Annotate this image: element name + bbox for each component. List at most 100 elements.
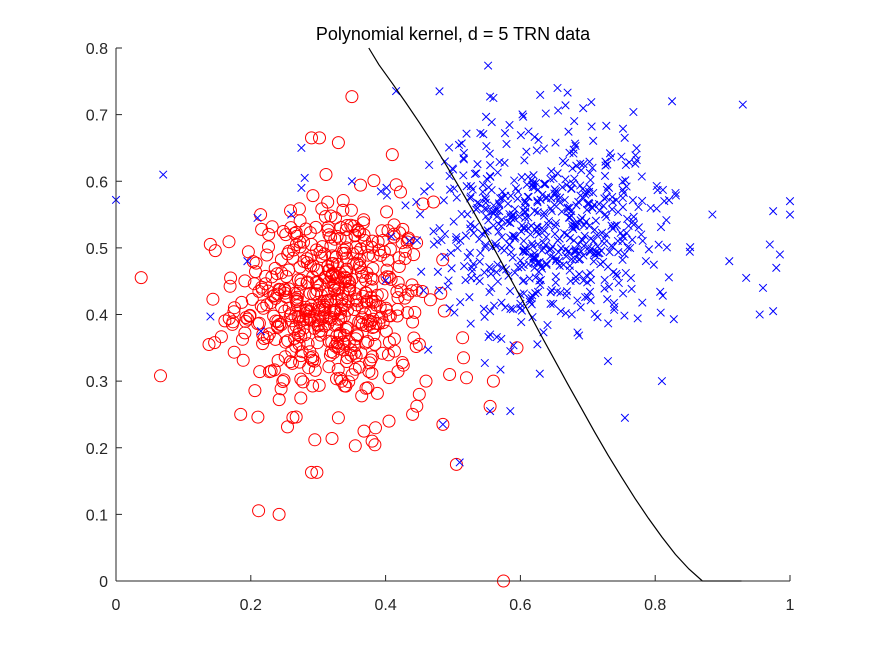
data-point-circle <box>276 225 290 238</box>
data-point-x <box>592 231 602 240</box>
data-point-x <box>459 155 469 164</box>
data-point-x <box>633 314 642 323</box>
data-point-x <box>498 187 507 196</box>
data-point-x <box>556 307 565 316</box>
data-point-x <box>484 216 493 225</box>
data-point-circle <box>315 240 329 254</box>
data-point-circle <box>340 219 354 232</box>
data-point-circle <box>275 300 288 314</box>
data-point-x <box>466 273 476 283</box>
data-point-circle <box>351 329 365 343</box>
data-point-x <box>424 345 433 354</box>
data-point-circle <box>330 372 343 386</box>
data-point-x <box>686 243 695 252</box>
data-point-circle <box>304 237 318 251</box>
data-point-x <box>585 168 594 178</box>
data-point-circle <box>457 351 470 365</box>
data-point-circle <box>253 365 267 379</box>
data-point-x <box>243 257 252 266</box>
data-point-circle <box>336 286 350 300</box>
data-point-circle <box>348 346 362 360</box>
data-point-x <box>159 170 168 179</box>
data-point-x <box>297 143 306 153</box>
data-point-x <box>568 179 578 188</box>
data-point-circle <box>259 277 272 291</box>
data-point-circle <box>241 312 255 326</box>
data-point-circle <box>338 379 352 393</box>
data-point-x <box>600 171 610 181</box>
data-point-circle <box>483 399 497 413</box>
data-point-x <box>637 196 647 206</box>
data-point-circle <box>374 248 388 262</box>
data-point-circle <box>279 228 293 242</box>
data-point-circle <box>267 309 281 323</box>
data-point-x <box>445 171 454 181</box>
data-point-x <box>510 176 519 185</box>
data-point-x <box>546 252 555 261</box>
data-point-x <box>539 144 549 153</box>
data-point-x <box>600 239 609 248</box>
data-point-x <box>524 127 533 136</box>
data-point-x <box>608 242 617 252</box>
data-point-circle <box>370 386 384 400</box>
data-point-circle <box>357 424 371 438</box>
data-point-circle <box>437 304 451 318</box>
data-point-circle <box>390 309 404 323</box>
data-point-x <box>573 296 582 305</box>
data-point-x <box>439 196 448 205</box>
data-point-x <box>551 256 561 266</box>
data-point-x <box>382 183 391 192</box>
data-point-x <box>527 221 536 230</box>
data-point-x <box>576 191 585 200</box>
data-point-x <box>505 120 514 130</box>
data-point-x <box>287 210 296 219</box>
data-point-circle <box>337 243 351 257</box>
data-point-x <box>297 183 306 193</box>
data-point-x <box>429 240 439 249</box>
data-point-x <box>568 164 577 173</box>
data-point-x <box>498 264 507 273</box>
data-point-x <box>587 122 596 131</box>
data-point-circle <box>334 302 348 316</box>
data-point-x <box>433 267 443 276</box>
data-point-x <box>595 248 604 258</box>
data-point-x <box>419 286 428 295</box>
data-point-circle <box>218 314 232 328</box>
data-point-x <box>591 216 601 225</box>
data-point-x <box>480 358 489 368</box>
data-point-circle <box>330 318 344 332</box>
data-point-x <box>508 305 518 314</box>
data-point-x <box>529 171 538 180</box>
x-tick-label: 1 <box>786 597 795 614</box>
data-point-x <box>546 288 555 297</box>
data-point-x <box>522 147 531 156</box>
data-point-circle <box>268 261 282 275</box>
data-point-x <box>453 243 462 253</box>
data-point-circle <box>380 263 394 277</box>
data-point-circle <box>227 345 241 359</box>
data-point-x <box>468 266 477 276</box>
data-point-circle <box>423 293 437 307</box>
data-point-x <box>652 204 661 213</box>
data-point-x <box>440 229 450 239</box>
data-point-circle <box>227 305 241 319</box>
data-point-x <box>603 356 613 366</box>
data-point-circle <box>354 178 367 192</box>
data-point-x <box>631 159 640 168</box>
data-point-circle <box>401 306 414 320</box>
data-point-x <box>785 210 795 219</box>
data-point-x <box>494 199 504 208</box>
data-point-x <box>497 232 506 242</box>
data-point-x <box>472 169 481 178</box>
data-point-x <box>623 214 632 224</box>
data-point-circle <box>262 240 275 254</box>
data-point-x <box>541 109 550 118</box>
data-point-circle <box>297 321 311 335</box>
data-point-x <box>618 202 628 212</box>
data-point-x <box>618 177 627 186</box>
data-point-x <box>415 210 425 219</box>
data-point-circle <box>291 273 305 287</box>
data-point-x <box>533 198 542 207</box>
data-point-x <box>449 217 458 226</box>
data-point-x <box>566 211 576 220</box>
